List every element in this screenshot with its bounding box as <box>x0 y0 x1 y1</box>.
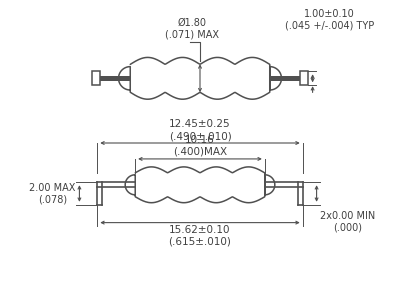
Text: 12.45±0.25
(.490±.010): 12.45±0.25 (.490±.010) <box>169 119 231 141</box>
Text: 10.16
(.400)MAX: 10.16 (.400)MAX <box>173 135 227 157</box>
Text: 15.62±0.10
(.615±.010): 15.62±0.10 (.615±.010) <box>168 225 232 246</box>
Bar <box>92 71 100 85</box>
Text: 2x0.00 MIN
(.000): 2x0.00 MIN (.000) <box>320 211 375 232</box>
Text: 2.00 MAX
(.078): 2.00 MAX (.078) <box>29 183 76 204</box>
Polygon shape <box>125 167 275 203</box>
Text: Ø1.80
(.071) MAX: Ø1.80 (.071) MAX <box>165 18 219 40</box>
Polygon shape <box>118 57 282 99</box>
Bar <box>300 71 308 85</box>
Text: 1.00±0.10
(.045 +/-.004) TYP: 1.00±0.10 (.045 +/-.004) TYP <box>285 9 374 30</box>
